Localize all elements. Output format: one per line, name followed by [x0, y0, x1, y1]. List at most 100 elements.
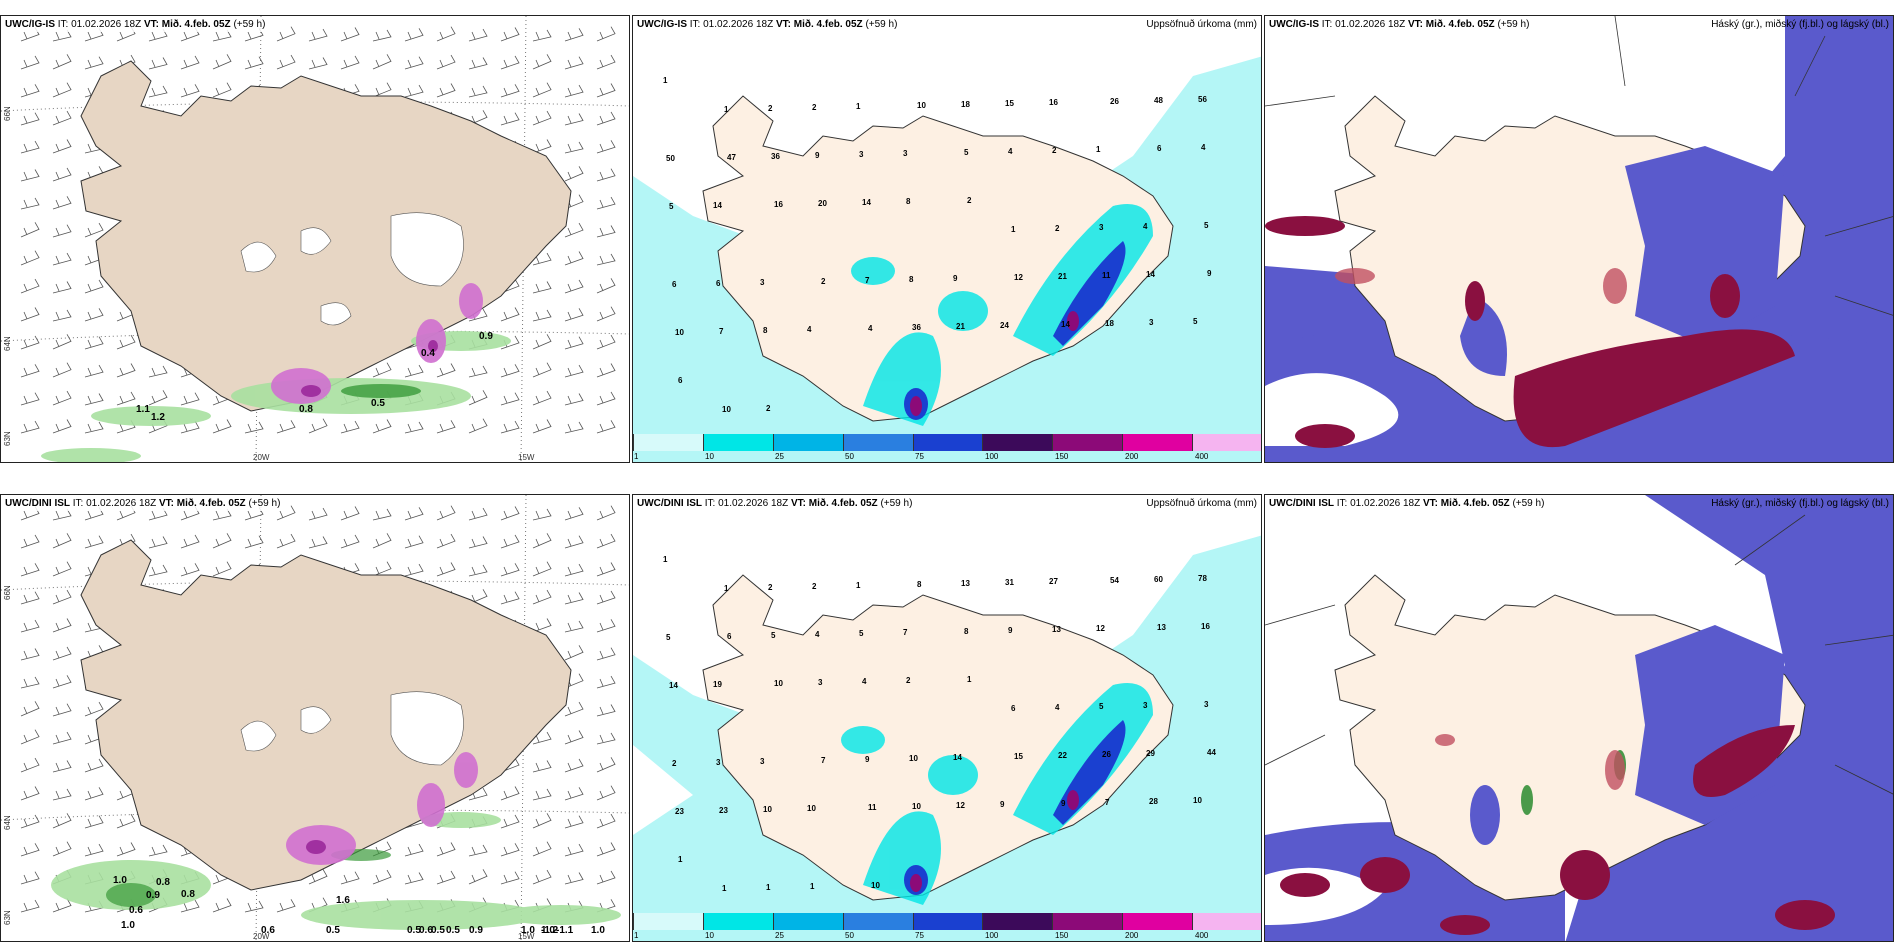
precip-value: 22 [1058, 751, 1067, 760]
precip-value: 29 [1146, 749, 1155, 758]
precip-value: 8 [917, 580, 922, 589]
wind-barb [564, 84, 584, 98]
precip-value: 13 [961, 579, 970, 588]
wind-barb [468, 57, 488, 70]
wind-barb [276, 420, 296, 434]
legend-tick-label: 100 [985, 931, 999, 940]
lat-66n-label: 66N [3, 585, 12, 600]
precip-value: 4 [1201, 143, 1206, 152]
precip-value: 2 [672, 759, 677, 768]
wind-barb [532, 281, 552, 294]
precip-value: 9 [1008, 626, 1013, 635]
wind-value: 0.9 [469, 925, 483, 936]
wind-barb [564, 393, 584, 406]
wind-barb [596, 757, 616, 773]
wind-barb [340, 420, 360, 434]
wind-barb [52, 281, 72, 294]
wind-barb [532, 813, 552, 829]
precip-value: 4 [1055, 703, 1060, 712]
wind-barb [20, 534, 40, 549]
legend-tick-label: 150 [1055, 931, 1069, 940]
wind-barb [436, 562, 456, 577]
wind-barb [404, 872, 424, 885]
wind-barb [84, 279, 104, 294]
wind-barb [52, 419, 72, 434]
wind-barb [52, 309, 72, 322]
wind-barb [20, 250, 40, 266]
wind-barb [52, 589, 72, 605]
legend-tick-label: 75 [915, 931, 924, 940]
wind-barb [564, 701, 584, 717]
precip-map [633, 16, 1261, 462]
precip-value: 4 [807, 325, 812, 334]
lon-20w-label: 20W [253, 453, 270, 462]
precip-value: 2 [766, 404, 771, 413]
wind-barb [52, 224, 72, 238]
wind-barb [20, 392, 40, 406]
panel-clouds-ig: UWC/IG-IS IT: 01.02.2026 18Z VT: Mið. 4.… [1264, 15, 1894, 463]
wind-value: 0.8 [156, 877, 170, 888]
wind-barb [116, 842, 136, 857]
wind-barb [148, 57, 168, 70]
wind-barb [20, 899, 40, 913]
panel-title: UWC/DINI ISL IT: 01.02.2026 18Z VT: Mið.… [3, 497, 283, 511]
legend-tick-label: 10 [705, 452, 714, 461]
wind-barb [20, 278, 40, 294]
wind-barb [596, 278, 616, 294]
precip-value: 5 [666, 633, 671, 642]
wind-barb [20, 591, 40, 605]
wind-barb [436, 26, 456, 42]
wind-barb [468, 110, 488, 126]
precip-value: 18 [1105, 319, 1114, 328]
precip-value: 1 [810, 882, 815, 891]
wind-value: -1.1 [556, 925, 574, 936]
precip-value: 12 [1014, 273, 1023, 282]
lat-64n-label: 64N [3, 336, 12, 351]
wind-value: 1.0 [541, 925, 555, 936]
wind-barb [52, 898, 72, 913]
legend-swatch [1193, 913, 1261, 930]
precip-value: 11 [1102, 271, 1111, 280]
wind-barb [404, 843, 424, 857]
precip-value: 7 [903, 628, 908, 637]
wind-barb [84, 393, 104, 406]
wind-barb [564, 113, 584, 126]
precip-value: 1 [856, 581, 861, 590]
panel-wind-ig: UWC/IG-IS IT: 01.02.2026 18Z VT: Mið. 4.… [0, 15, 630, 463]
precip-value: 12 [1096, 624, 1105, 633]
wind-map [1, 495, 629, 941]
precip-value: 6 [672, 280, 677, 289]
wind-barb [372, 419, 392, 434]
wind-barb [564, 251, 584, 266]
wind-barb [500, 55, 520, 70]
wind-barb [500, 506, 520, 521]
wind-barb [564, 843, 584, 857]
precip-value: 9 [1000, 800, 1005, 809]
precip-value: 14 [1146, 270, 1155, 279]
wind-barb [20, 757, 40, 773]
wind-barb [500, 420, 520, 434]
precip-value: 5 [1193, 317, 1198, 326]
wind-barb [532, 54, 552, 70]
wind-barb [564, 620, 584, 633]
precip-value: 20 [818, 199, 827, 208]
wind-barb [52, 334, 72, 350]
wind-barb [500, 84, 520, 98]
wind-barb [596, 505, 616, 521]
wind-barb [52, 731, 72, 745]
wind-barb [340, 871, 360, 885]
wind-barb [500, 843, 520, 857]
wind-barb [564, 421, 584, 434]
precip-value: 3 [859, 150, 864, 159]
wind-barb [532, 139, 552, 154]
wind-map [1, 16, 629, 462]
wind-barb [116, 813, 136, 829]
legend-tick-label: 25 [775, 452, 784, 461]
wind-barb [84, 421, 104, 434]
precip-value: 3 [716, 758, 721, 767]
wind-value: 1.2 [151, 412, 165, 423]
wind-barb [212, 29, 232, 42]
wind-barb [84, 222, 104, 238]
wind-barb [244, 421, 264, 434]
wind-barb [180, 55, 200, 70]
